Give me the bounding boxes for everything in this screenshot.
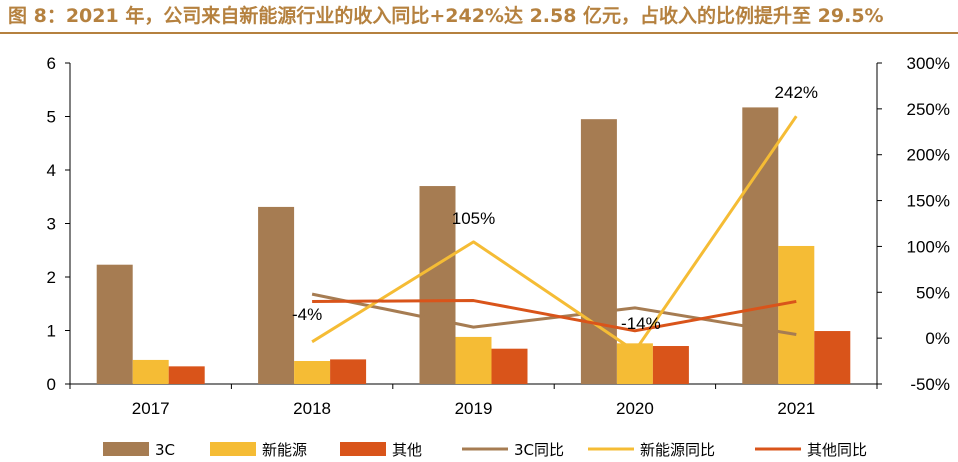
bar-其他 bbox=[652, 346, 689, 384]
data-label: -14% bbox=[621, 314, 661, 333]
title-rule bbox=[0, 32, 958, 34]
line-其他同比 bbox=[312, 299, 797, 333]
x-tick-label: 2018 bbox=[293, 399, 331, 418]
y-right-tick-label: 0% bbox=[925, 329, 950, 348]
legend: 3C 新能源 其他 3C同比 新能源同比 其他同比 bbox=[103, 441, 867, 459]
legend-swatch bbox=[103, 442, 149, 456]
data-labels: -4% 105% -14% 242% bbox=[292, 83, 818, 333]
line-3C同比 bbox=[311, 292, 797, 336]
y-left-tick-label: 0 bbox=[47, 375, 56, 394]
legend-label: 3C bbox=[155, 441, 175, 459]
y-right-tick-label: 200% bbox=[907, 146, 950, 165]
bars bbox=[96, 107, 851, 385]
y-right-tick-label: 100% bbox=[907, 237, 950, 256]
y-right-tick-label: 150% bbox=[907, 192, 950, 211]
legend-label: 新能源 bbox=[262, 441, 307, 459]
chart-title: 图 8：2021 年，公司来自新能源行业的收入同比+242%达 2.58 亿元，… bbox=[8, 5, 884, 27]
data-label: 242% bbox=[775, 83, 818, 102]
lines bbox=[311, 115, 798, 353]
x-tick-label: 2019 bbox=[455, 399, 493, 418]
bar-3C bbox=[258, 206, 295, 384]
bar-新能源 bbox=[132, 359, 169, 384]
bar-3C bbox=[419, 186, 456, 384]
y-left-tick-label: 5 bbox=[47, 108, 56, 127]
bar-新能源 bbox=[778, 245, 815, 384]
bar-3C bbox=[580, 119, 617, 385]
bar-其他 bbox=[168, 366, 205, 384]
x-tick-label: 2017 bbox=[132, 399, 170, 418]
y-right-tick-label: 300% bbox=[907, 54, 950, 73]
y-right-tick-label: 250% bbox=[907, 100, 950, 119]
legend-swatch bbox=[340, 442, 386, 456]
legend-swatch bbox=[210, 442, 256, 456]
bar-3C bbox=[96, 264, 133, 384]
bar-新能源 bbox=[455, 336, 492, 384]
bar-其他 bbox=[814, 331, 851, 384]
y-left-tick-label: 2 bbox=[47, 268, 56, 287]
bar-新能源 bbox=[294, 360, 331, 384]
legend-label: 新能源同比 bbox=[640, 441, 715, 459]
y-right-tick-label: -50% bbox=[910, 375, 950, 394]
data-label: -4% bbox=[292, 305, 322, 324]
y-right-tick-label: 50% bbox=[916, 283, 950, 302]
line-新能源同比 bbox=[311, 115, 798, 353]
legend-label: 其他 bbox=[392, 441, 422, 459]
data-label: 105% bbox=[452, 209, 495, 228]
bar-其他 bbox=[330, 359, 367, 384]
y-left-tick-label: 4 bbox=[47, 161, 56, 180]
legend-label: 3C同比 bbox=[514, 441, 564, 459]
x-tick-label: 2020 bbox=[616, 399, 654, 418]
bar-其他 bbox=[491, 348, 528, 384]
x-tick-label: 2021 bbox=[777, 399, 815, 418]
y-left-tick-label: 1 bbox=[47, 322, 56, 341]
y-left-tick-label: 3 bbox=[47, 215, 56, 234]
y-left-tick-label: 6 bbox=[47, 54, 56, 73]
legend-label: 其他同比 bbox=[807, 441, 867, 459]
